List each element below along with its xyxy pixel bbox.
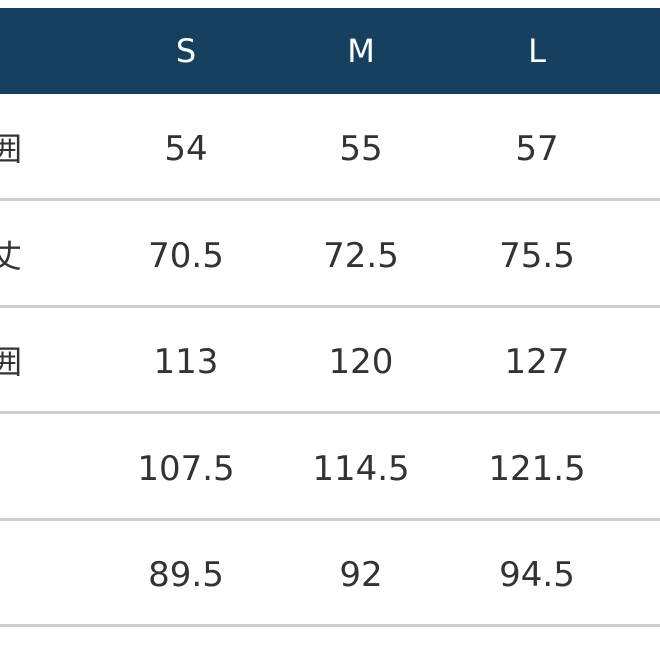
table-cell: 57 [515,129,559,169]
row-label: 丈 [0,236,23,275]
table-cell: 114.5 [312,448,410,489]
table-cell: 113 [153,342,219,382]
table-row: 囲 113 120 127 [0,310,660,414]
row-label: 囲 [0,343,23,381]
row-divider [0,624,660,627]
row-divider [0,517,660,521]
table-cell: 75.5 [499,235,575,276]
table-cell: 127 [504,342,570,382]
size-table-header: S M L [0,8,660,94]
row-divider [0,198,660,201]
row-label: 囲 [0,130,23,168]
table-row: 89.5 92 94.5 [0,523,660,627]
column-header-l: L [528,32,546,70]
row-divider [0,304,660,308]
table-cell: 54 [164,129,208,169]
column-header-s: S [175,32,197,70]
table-cell: 121.5 [488,448,586,489]
table-cell: 92 [339,555,383,595]
row-divider [0,411,660,414]
table-row: 107.5 114.5 121.5 [0,417,660,521]
table-cell: 120 [328,342,394,382]
table-cell: 55 [339,129,383,169]
table-cell: 72.5 [323,235,399,276]
table-row: 囲 54 55 57 [0,97,660,201]
table-cell: 94.5 [499,555,575,595]
table-cell: 70.5 [148,235,224,276]
table-cell: 89.5 [148,555,224,595]
table-cell: 107.5 [137,448,235,489]
column-header-m: M [347,32,375,70]
table-row: 丈 70.5 72.5 75.5 [0,204,660,308]
